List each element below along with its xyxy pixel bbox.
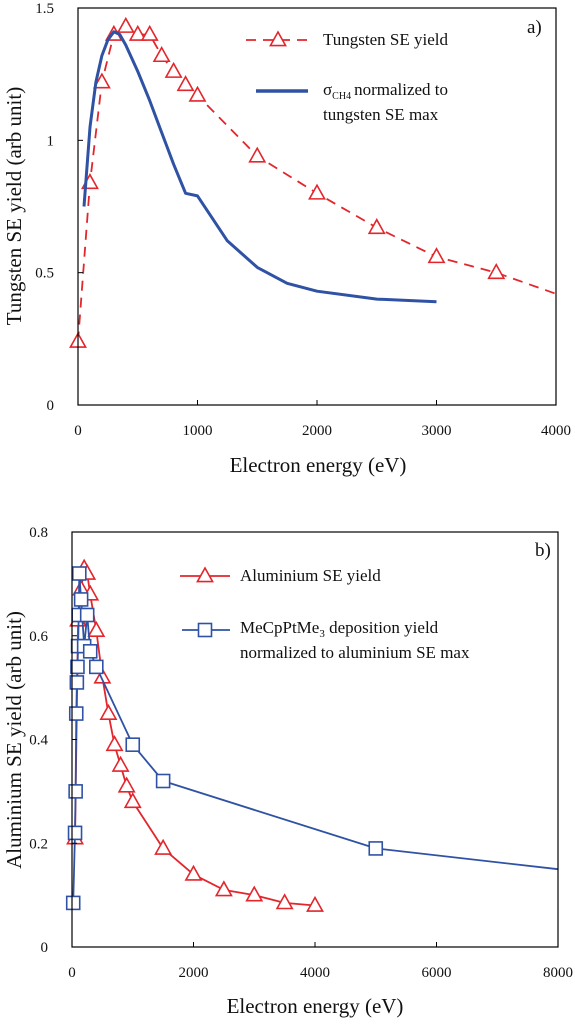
- panel-b-series1-point-13: [89, 659, 104, 675]
- panel-a-series0-point-14: [427, 247, 446, 264]
- panel-b-series1-point-1: [67, 825, 83, 841]
- legend-marker-tungsten-se-yield: [269, 30, 287, 47]
- chart-panel-a-y-axis-label: Tungsten SE yield (arb unit): [2, 87, 26, 325]
- chart-panel-b-legend: Aluminium SE yield MeCpPtMe3 deposition …: [180, 566, 470, 662]
- panel-a-series0-point-5: [128, 24, 147, 41]
- panel-a-series0-point-8: [164, 61, 183, 78]
- panel-b-series1-point-4: [69, 675, 85, 690]
- panel-b-series0-point-7: [93, 667, 112, 684]
- panel-b-x-tick-label-2000: 2000: [179, 965, 209, 981]
- panel-b-series0-point-17: [275, 893, 294, 910]
- panel-b-x-tick-label-6000: 6000: [422, 965, 452, 981]
- panel-a-series0-point-7: [152, 46, 171, 63]
- legend-label-ch4-subscript: CH4: [332, 91, 351, 102]
- panel-a-x-tick-label-1000: 1000: [183, 423, 213, 439]
- panel-a-x-tick-label-0: 0: [74, 423, 82, 439]
- legend-marker-mecpptme3: [197, 622, 213, 638]
- panel-a-x-tick-label-3000: 3000: [422, 423, 452, 439]
- panel-b-series0-point-16: [245, 885, 264, 902]
- legend-label-aluminium-se-yield: Aluminium SE yield: [240, 566, 381, 585]
- panel-b-series1-point-16: [368, 841, 384, 856]
- panel-b-y-tick-label-0-6: 0.6: [29, 629, 48, 645]
- panel-a-x-tick-label-2000: 2000: [302, 423, 332, 439]
- panel-a-y-tick-label-0-5: 0.5: [35, 266, 54, 282]
- panel-b-y-tick-label-0-8: 0.8: [29, 525, 48, 541]
- panel-a-series0-point-11: [248, 146, 267, 163]
- panel-b-series0-point-14: [184, 864, 203, 881]
- panel-b-series0-point-6: [87, 620, 106, 637]
- panel-a-y-tick-label-0: 0: [47, 398, 55, 414]
- legend-symbol-mecpptme3: [182, 622, 230, 638]
- legend-label-sigma-ch4: σCH4 normalized to: [323, 80, 448, 102]
- panel-b-series0-point-12: [123, 792, 142, 809]
- panel-a-series0-point-4: [116, 16, 135, 33]
- legend-marker-aluminium-se-yield: [196, 566, 214, 583]
- panel-a-series0-point-10: [188, 85, 207, 102]
- panel-b-series0-point-11: [117, 776, 136, 793]
- chart-panel-b-ticks: 0 2000 4000 6000 8000 0 0.2 0.4 0.6 0.8: [29, 525, 573, 981]
- panel-b-series1-point-15: [155, 773, 171, 789]
- panel-a-x-tick-label-4000: 4000: [541, 423, 571, 439]
- panel-b-series1-point-2: [68, 784, 83, 799]
- chart-panel-b-plot-area: [65, 558, 559, 912]
- legend-label-mecpptme: MeCpPtMe: [240, 618, 319, 637]
- legend-label-tungsten-se-yield: Tungsten SE yield: [323, 30, 449, 49]
- legend-label-subscript-3: 3: [319, 628, 325, 640]
- panel-a-series0-point-9: [176, 75, 195, 92]
- chart-panel-a-frame: [77, 7, 557, 406]
- chart-panel-a-plot-area: [69, 16, 557, 348]
- legend-label-deposition-yield: deposition yield: [325, 618, 439, 637]
- panel-a-y-tick-label-1: 1: [47, 133, 55, 149]
- panel-b-series1-point-3: [68, 706, 84, 721]
- chart-panel-a: 0 1000 2000 3000 4000 0 0.5 1 1.5 Electron energ…: [2, 1, 571, 477]
- panel-a-series-line-ch4-normalized-to-tungst: [82, 30, 437, 304]
- chart-panel-b-label: b): [535, 540, 551, 561]
- legend-label-mecpptme3: MeCpPtMe3 deposition yield: [240, 618, 439, 640]
- panel-b-x-tick-label-4000: 4000: [300, 965, 330, 981]
- legend-label-tungsten-se-max: tungsten SE max: [323, 105, 439, 124]
- legend-label-normalized-aluminium: normalized to aluminium SE max: [240, 643, 470, 662]
- chart-panel-a-ticks: 0 1000 2000 3000 4000 0 0.5 1 1.5: [35, 1, 571, 439]
- chart-panel-a-label: a): [527, 17, 542, 38]
- panel-b-x-tick-label-0: 0: [68, 965, 76, 981]
- panel-b-series1-point-0: [65, 895, 81, 911]
- panel-a-series0-point-12: [308, 183, 326, 200]
- panel-b-y-tick-label-0: 0: [41, 940, 49, 956]
- panel-b-series1-point-5: [70, 659, 85, 675]
- chart-panel-b-frame: [71, 531, 559, 948]
- panel-b-y-tick-label-0-4: 0.4: [29, 733, 48, 749]
- panel-b-y-tick-label-0-2: 0.2: [29, 836, 48, 852]
- panel-b-series0-point-10: [111, 755, 130, 772]
- panel-a-series0-point-15: [487, 263, 506, 280]
- panel-b-x-tick-label-8000: 8000: [543, 965, 573, 981]
- chart-panel-a-x-axis-label: Electron energy (eV): [230, 453, 407, 477]
- panel-b-series1-point-8: [71, 566, 87, 581]
- panel-b-series0-point-18: [306, 895, 324, 912]
- panel-a-y-tick-label-1-5: 1.5: [35, 1, 54, 17]
- panel-b-series1-point-14: [125, 737, 141, 752]
- panel-b-series1-point-9: [73, 592, 89, 607]
- chart-panel-b-y-axis-label: Aluminium SE yield (arb unit): [2, 611, 26, 869]
- legend-symbol-aluminium-se-yield: [180, 566, 230, 583]
- panel-b-series1-point-11: [79, 607, 95, 623]
- chart-panel-a-legend: Tungsten SE yield σCH4 normalized to tung…: [246, 30, 449, 124]
- panel-a-series0-point-13: [367, 218, 386, 235]
- legend-symbol-tungsten-se-yield: [246, 30, 310, 47]
- panel-a-series0-point-6: [140, 24, 159, 41]
- legend-label-normalized-to: normalized to: [354, 80, 448, 99]
- panel-b-series1-point-12: [82, 644, 98, 659]
- panel-b-series0-point-8: [99, 703, 118, 720]
- panel-b-series0-point-13: [154, 838, 173, 855]
- legend-label-sigma: σ: [323, 80, 332, 99]
- chart-panel-b-x-axis-label: Electron energy (eV): [227, 994, 404, 1018]
- panel-b-series0-point-15: [214, 880, 233, 897]
- panel-b-series0-point-9: [105, 735, 124, 752]
- panel-a-series0-point-2: [92, 72, 111, 89]
- chart-panel-b: 0 2000 4000 6000 8000 0 0.2 0.4 0.6 0.8 Electron …: [2, 525, 573, 1018]
